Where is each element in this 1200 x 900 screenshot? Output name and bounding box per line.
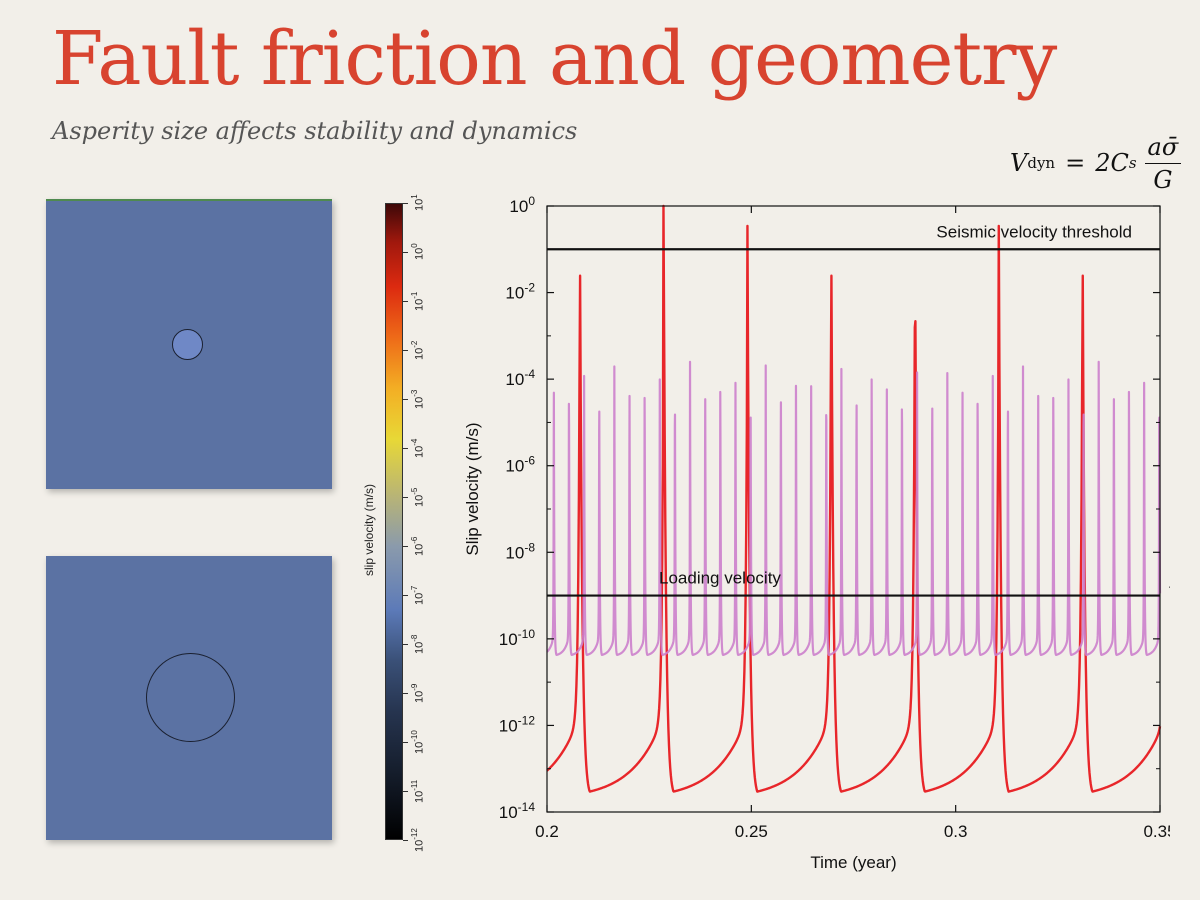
small-asperity-circle <box>172 329 203 360</box>
y-tick-label: 10-14 <box>499 800 536 822</box>
equation-fraction: aσ̄ G <box>1144 133 1182 194</box>
small-asperity-panel <box>46 199 332 489</box>
slip-velocity-chart: Seismic velocity threshold Loading veloci… <box>463 194 1170 872</box>
slip-velocity-colorbar <box>385 203 403 840</box>
small-asperity-line <box>546 360 1162 657</box>
colorbar-tick <box>403 546 408 547</box>
colorbar-tick-label: 10-12 <box>410 828 426 852</box>
equation-numerator: aσ̄ <box>1144 133 1182 164</box>
colorbar-tick-label: 10-6 <box>410 536 426 556</box>
x-tick-label: 0.35 <box>1143 822 1170 841</box>
panel-top-edge <box>46 199 332 201</box>
equation-lhs-subscript: dyn <box>1027 154 1056 172</box>
slide-title: Fault friction and geometry <box>52 16 1057 102</box>
colorbar-tick <box>403 301 408 302</box>
colorbar-tick-label: 101 <box>410 194 426 212</box>
large-asperity-series <box>546 204 1162 793</box>
colorbar-tick <box>403 840 408 841</box>
y-tick-label: 10-6 <box>505 454 535 476</box>
colorbar-tick <box>403 497 408 498</box>
colorbar-tick <box>403 693 408 694</box>
colorbar-tick <box>403 252 408 253</box>
colorbar-tick-label: 10-10 <box>410 730 426 754</box>
y-tick-exponent: -12 <box>518 713 536 727</box>
equation-factor-subscript: s <box>1128 154 1137 172</box>
colorbar-tick <box>403 399 408 400</box>
colorbar-tick <box>403 644 408 645</box>
reference-lines: Seismic velocity threshold Loading veloci… <box>547 222 1170 614</box>
colorbar-tick-label: 10-1 <box>410 291 426 311</box>
x-axis-label: Time (year) <box>810 853 896 872</box>
y-tick-exponent: -2 <box>524 281 535 295</box>
y-tick-exponent: -14 <box>518 800 536 814</box>
y-tick-label: 10-2 <box>505 281 535 303</box>
loading-velocity-label: Loading velocity <box>659 569 781 588</box>
large-asperity-line <box>546 204 1162 793</box>
slide-subtitle: Asperity size affects stability and dyna… <box>52 117 578 145</box>
y-tick-label: 10-4 <box>505 367 535 389</box>
equation-equals: = <box>1065 149 1086 177</box>
y-tick-exponent: -6 <box>524 454 535 468</box>
colorbar-tick-label: 100 <box>410 243 426 261</box>
colorbar-tick <box>403 791 408 792</box>
x-tick-label: 0.2 <box>535 822 559 841</box>
colorbar-tick-label: 10-11 <box>410 779 426 803</box>
y-tick-label: 10-12 <box>499 713 536 735</box>
large-asperity-circle <box>146 653 235 742</box>
colorbar-tick-label: 10-8 <box>410 634 426 654</box>
y-tick-label: 100 <box>509 194 535 216</box>
y-axis-label: Slip velocity (m/s) <box>463 422 482 555</box>
colorbar-tick-label: 10-7 <box>410 585 426 605</box>
colorbar-tick-label: 10-3 <box>410 389 426 409</box>
y-tick-exponent: -4 <box>524 367 535 381</box>
colorbar-tick-label: 10-9 <box>410 683 426 703</box>
axis-ticks: 0.2 0.25 0.3 0.35 100 10-2 10-4 10-6 10-8 10-10 10… <box>499 194 1170 841</box>
colorbar-tick <box>403 742 408 743</box>
colorbar-tick-label: 10-4 <box>410 438 426 458</box>
y-tick-label: 10-10 <box>499 627 536 649</box>
colorbar-tick <box>403 350 408 351</box>
y-tick-exponent: 0 <box>528 194 535 208</box>
equation-factor: 2C <box>1095 149 1129 177</box>
colorbar-tick-label: 10-5 <box>410 487 426 507</box>
colorbar-label: slip velocity (m/s) <box>362 484 376 577</box>
equation-denominator: G <box>1153 165 1173 194</box>
large-asperity-panel <box>46 556 332 840</box>
equation-lhs-symbol: V <box>1010 149 1028 177</box>
x-tick-label: 0.25 <box>735 822 768 841</box>
colorbar-tick-label: 10-2 <box>410 340 426 360</box>
seismic-threshold-label: Seismic velocity threshold <box>936 222 1132 241</box>
y-tick-label: 10-8 <box>505 540 535 562</box>
loading-velocity-symbol: Vpl <box>1168 583 1170 614</box>
x-tick-label: 0.3 <box>944 822 968 841</box>
y-tick-exponent: -8 <box>524 540 535 554</box>
small-asperity-series <box>546 360 1162 657</box>
colorbar-tick <box>403 203 408 204</box>
y-tick-exponent: -10 <box>518 627 536 641</box>
colorbar-tick <box>403 448 408 449</box>
colorbar-tick <box>403 595 408 596</box>
